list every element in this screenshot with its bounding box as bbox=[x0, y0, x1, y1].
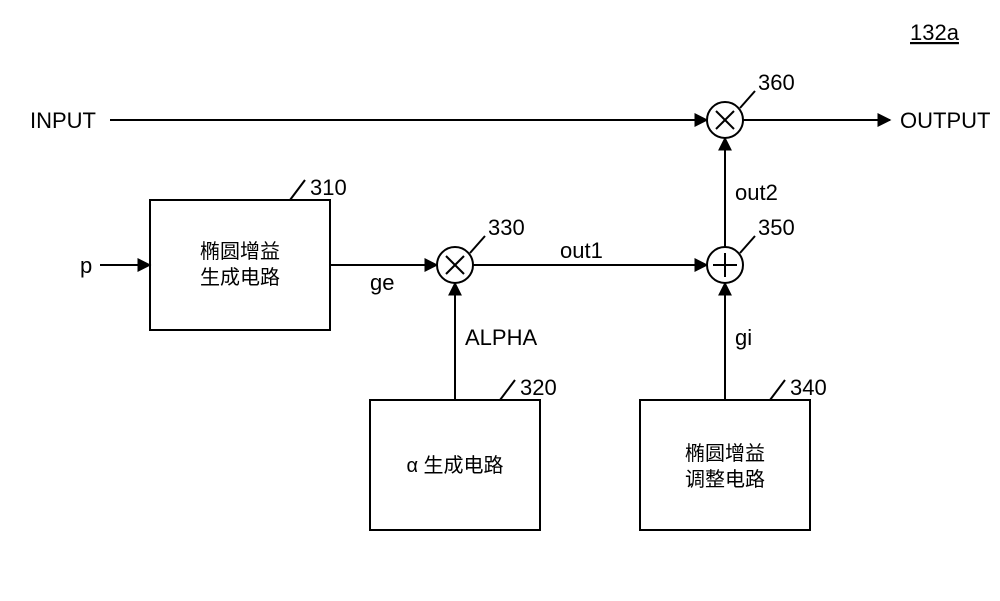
out2-label: out2 bbox=[735, 180, 778, 205]
ge-label: ge bbox=[370, 270, 394, 295]
output-label: OUTPUT bbox=[900, 108, 990, 133]
block-310-line2: 生成电路 bbox=[200, 266, 280, 289]
block-340: 340 椭圆增益 调整电路 bbox=[640, 375, 827, 530]
ref-360: 360 bbox=[758, 70, 795, 95]
ref-340: 340 bbox=[790, 375, 827, 400]
block-340-line1: 椭圆增益 bbox=[685, 442, 765, 465]
block-320: 320 α 生成电路 bbox=[370, 375, 557, 530]
node-350: 350 bbox=[707, 215, 795, 283]
block-320-line1: α 生成电路 bbox=[406, 454, 503, 477]
ref-330: 330 bbox=[488, 215, 525, 240]
gi-label: gi bbox=[735, 325, 752, 350]
figure-id-label: 132a bbox=[910, 20, 960, 45]
input-label: INPUT bbox=[30, 108, 96, 133]
block-310: 310 椭圆增益 生成电路 bbox=[150, 175, 347, 330]
block-diagram: 132a INPUT OUTPUT p 310 椭圆增益 生成电路 ge 330… bbox=[0, 0, 1000, 601]
ref-350: 350 bbox=[758, 215, 795, 240]
alpha-label: ALPHA bbox=[465, 325, 537, 350]
node-330: 330 bbox=[437, 215, 525, 283]
ref-320: 320 bbox=[520, 375, 557, 400]
p-label: p bbox=[80, 253, 92, 278]
block-340-line2: 调整电路 bbox=[685, 468, 765, 491]
block-310-line1: 椭圆增益 bbox=[200, 240, 280, 263]
out1-label: out1 bbox=[560, 238, 603, 263]
node-360: 360 bbox=[707, 70, 795, 138]
ref-310: 310 bbox=[310, 175, 347, 200]
